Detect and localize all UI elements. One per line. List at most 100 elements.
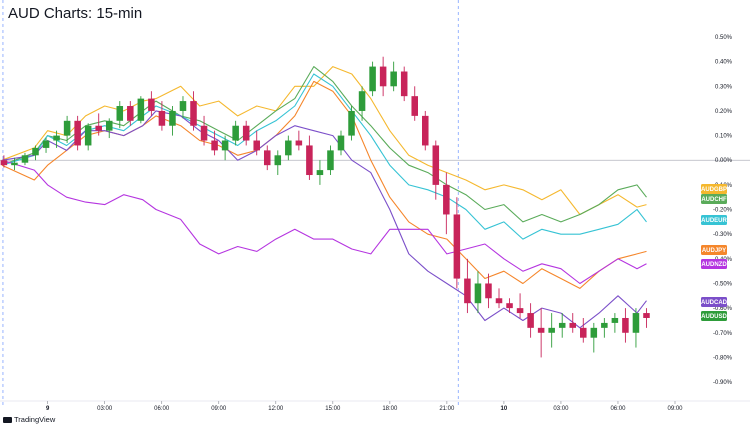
candle-body — [390, 71, 397, 87]
x-tick-label: 09:00 — [211, 406, 227, 412]
candle — [306, 135, 313, 180]
candle — [400, 66, 408, 102]
y-tick-label: 0.50% — [715, 35, 733, 41]
candle-body — [327, 150, 334, 171]
candle — [590, 322, 598, 353]
y-tick-label: 0.20% — [715, 109, 733, 115]
candle-body — [285, 140, 292, 156]
legend-label: AUDUSD — [701, 314, 727, 320]
candle — [348, 106, 355, 141]
candle-body — [527, 313, 534, 328]
legend-item-audnzd: AUDNZD — [701, 259, 727, 269]
candle — [32, 145, 39, 161]
candle-body — [622, 317, 629, 333]
candle — [622, 308, 629, 343]
candle-body — [84, 125, 92, 146]
x-tick-label: 18:00 — [382, 406, 398, 412]
candle — [42, 138, 50, 153]
candle — [137, 96, 145, 124]
candle — [327, 145, 334, 176]
candle-body — [358, 91, 366, 111]
x-tick-label: 06:00 — [610, 406, 626, 412]
candle-body — [400, 71, 408, 97]
candle — [632, 308, 640, 348]
y-tick-label: -0.50% — [713, 281, 733, 287]
x-tick-label: 15:00 — [325, 406, 341, 412]
candle — [527, 303, 534, 338]
candle — [569, 313, 577, 333]
candle — [337, 130, 345, 156]
candle-body — [274, 155, 282, 166]
candle — [169, 106, 176, 136]
candle-body — [127, 106, 134, 121]
legend-swatch — [701, 184, 727, 194]
tradingview-credit[interactable]: TradingView — [3, 415, 55, 424]
legend-label: AUDCAD — [701, 300, 728, 306]
candle-body — [200, 125, 208, 141]
candle-body — [32, 147, 39, 156]
candle-body — [221, 140, 229, 151]
candle — [200, 115, 208, 146]
candle-body — [232, 125, 239, 141]
candle — [369, 61, 376, 97]
candle — [601, 317, 608, 338]
candle — [295, 130, 303, 151]
x-tick-label: 12:00 — [268, 406, 284, 412]
candle — [211, 130, 218, 156]
y-tick-label: 0.10% — [715, 134, 733, 140]
candle — [232, 120, 239, 146]
candle — [390, 61, 397, 92]
legend-item-audchf: AUDCHF — [701, 194, 727, 204]
candle — [74, 115, 81, 151]
series-line-audeur — [1, 73, 647, 240]
legend-swatch — [701, 194, 727, 204]
candle — [537, 308, 545, 358]
candle-body — [242, 125, 250, 141]
series-line-audchf — [1, 66, 647, 223]
y-tick-label: -0.20% — [713, 208, 733, 214]
series-line-audgbp — [1, 66, 647, 216]
candle — [464, 258, 471, 314]
candle — [95, 113, 102, 136]
legend-item-audcad: AUDCAD — [701, 297, 728, 307]
candle-body — [432, 145, 440, 185]
legend-label: AUDNZD — [701, 262, 727, 268]
x-tick-label: 10 — [501, 406, 508, 412]
candle-body — [105, 120, 113, 131]
candle-body — [295, 140, 303, 146]
legend-label: AUDJPY — [702, 248, 726, 254]
candle-body — [643, 313, 650, 318]
candle-body — [0, 160, 8, 166]
candle-body — [53, 135, 60, 141]
candle — [643, 308, 650, 328]
candle — [221, 135, 229, 161]
candle — [263, 145, 271, 171]
y-tick-label: -0.30% — [713, 232, 733, 238]
tradingview-logo-icon — [3, 417, 12, 424]
candle-body — [601, 322, 608, 328]
candle — [179, 96, 187, 119]
candle-body — [148, 98, 155, 111]
x-tick-label: 06:00 — [154, 406, 170, 412]
candle — [316, 160, 324, 185]
legend-swatch — [701, 245, 727, 255]
candle-body — [548, 327, 555, 333]
y-tick-label: -0.80% — [713, 355, 733, 361]
candle-body — [348, 110, 355, 136]
legend-label: AUDEUR — [701, 218, 727, 224]
candle-body — [337, 135, 345, 151]
legend-swatch — [701, 215, 727, 225]
candle-body — [611, 317, 619, 323]
candle — [253, 130, 260, 156]
candle-body — [379, 66, 387, 87]
legend-item-audeur: AUDEUR — [701, 215, 727, 225]
candle-body — [485, 283, 492, 299]
series-lines — [1, 66, 647, 329]
candle-body — [632, 313, 640, 333]
candle — [548, 313, 555, 348]
x-tick-label: 9 — [46, 406, 50, 412]
candle — [190, 91, 197, 131]
candle-body — [537, 327, 545, 333]
legend-swatch — [701, 311, 727, 321]
